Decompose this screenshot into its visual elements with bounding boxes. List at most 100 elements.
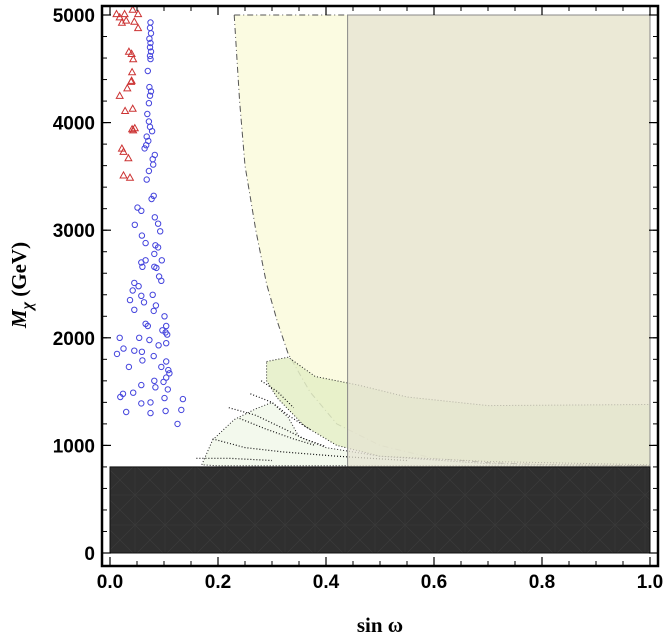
contour-line-1	[239, 417, 316, 446]
circle-point-28	[148, 195, 155, 203]
circle-point-31	[151, 214, 159, 221]
circle-point-8	[147, 55, 154, 63]
circle-point-41	[158, 257, 166, 264]
y-axis-label-unit: (GeV)	[7, 242, 31, 302]
circle-point-48	[131, 279, 138, 287]
x-tick-label: 0.4	[313, 572, 340, 593]
triangle-point-11	[128, 54, 138, 63]
triangle-point-15	[123, 83, 132, 92]
circle-point-21	[141, 145, 148, 152]
circle-point-65	[116, 334, 123, 341]
circle-point-30	[138, 207, 145, 215]
circle-point-38	[154, 244, 162, 251]
circle-point-53	[126, 296, 134, 304]
circle-point-90	[161, 394, 168, 402]
circle-point-72	[138, 348, 146, 355]
circle-point-62	[159, 327, 166, 334]
circle-point-24	[150, 161, 157, 168]
x-tick-label: 1.0	[637, 572, 663, 593]
circle-point-32	[154, 220, 162, 227]
triangle-point-8	[133, 23, 143, 32]
circle-point-25	[145, 167, 153, 175]
circle-point-93	[138, 400, 145, 407]
circle-point-76	[163, 358, 170, 365]
triangle-point-17	[128, 104, 137, 112]
circle-point-95	[147, 409, 154, 417]
x-axis-label: sin ω	[357, 613, 403, 637]
triangle-point-6	[130, 17, 139, 25]
circle-point-85	[152, 384, 159, 391]
triangle-point-23	[119, 147, 128, 155]
circle-point-43	[139, 263, 146, 270]
circle-point-82	[151, 377, 158, 384]
circle-point-58	[161, 313, 168, 320]
contour-line-0	[228, 407, 327, 448]
triangle-point-2	[133, 9, 143, 18]
circle-point-83	[160, 378, 167, 386]
triangle-point-16	[115, 91, 124, 99]
circle-point-74	[150, 352, 157, 360]
circle-point-9	[144, 67, 152, 75]
circle-point-98	[174, 420, 181, 428]
circle-point-75	[139, 357, 146, 364]
circle-point-96	[162, 407, 169, 415]
circle-point-36	[142, 239, 149, 247]
y-tick-label: 1000	[53, 436, 95, 457]
circle-point-26	[143, 176, 150, 183]
triangle-point-26	[125, 173, 135, 181]
circle-point-35	[138, 232, 146, 239]
circle-point-29	[134, 204, 141, 211]
circle-point-7	[146, 52, 154, 60]
circle-point-94	[123, 408, 130, 416]
gray-region	[347, 14, 651, 468]
circle-point-39	[151, 250, 158, 258]
circle-point-56	[131, 306, 138, 313]
circle-point-1	[146, 24, 154, 32]
circle-point-71	[131, 347, 138, 354]
circle-point-3	[146, 35, 153, 42]
circle-point-45	[153, 264, 160, 272]
circle-point-13	[145, 100, 153, 107]
circle-point-42	[138, 259, 145, 266]
triangle-point-4	[115, 12, 124, 21]
faint-green-region	[201, 401, 651, 467]
x-tick-label: 0.8	[529, 572, 555, 593]
triangle-point-18	[120, 106, 130, 114]
circle-point-70	[120, 345, 127, 352]
circle-point-55	[152, 302, 160, 309]
circle-point-86	[164, 386, 172, 393]
circle-point-68	[163, 340, 170, 347]
y-tick-label: 5000	[53, 6, 95, 27]
circle-point-33	[131, 221, 139, 229]
circle-point-6	[147, 48, 155, 55]
circle-point-47	[158, 277, 165, 284]
circle-point-91	[179, 395, 187, 403]
circle-point-12	[146, 92, 154, 99]
circle-point-87	[130, 389, 137, 396]
circle-point-61	[163, 322, 170, 330]
y-axis-label-symbol: M	[7, 308, 31, 329]
triangle-point-24	[124, 153, 133, 162]
circle-point-78	[125, 363, 133, 371]
triangle-point-10	[127, 49, 136, 57]
y-tick-label: 2000	[53, 329, 95, 350]
circle-point-17	[148, 128, 156, 135]
circle-point-57	[150, 307, 157, 315]
circle-point-49	[135, 283, 142, 290]
circle-point-73	[113, 350, 121, 358]
x-tick-label: 0.2	[205, 572, 231, 593]
circle-point-64	[164, 331, 171, 338]
y-tick-label: 0	[84, 544, 95, 565]
triangle-point-14	[126, 77, 136, 85]
triangle-point-3	[128, 6, 137, 13]
circle-point-66	[136, 334, 143, 341]
triangle-point-7	[117, 18, 127, 26]
circle-point-84	[138, 381, 145, 389]
circle-point-18	[143, 133, 150, 140]
triangle-point-12	[127, 67, 137, 76]
y-tick-label: 3000	[53, 221, 95, 242]
triangle-point-0	[112, 9, 121, 18]
y-tick-label: 4000	[53, 114, 95, 135]
circle-point-92	[147, 399, 154, 406]
